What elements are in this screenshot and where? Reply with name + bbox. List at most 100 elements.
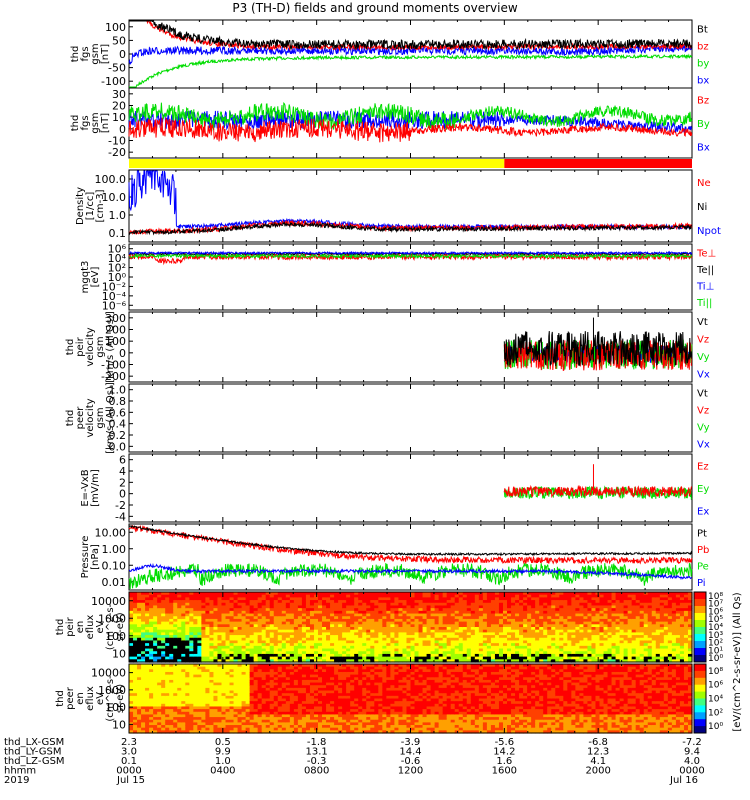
spec-cell bbox=[519, 635, 524, 639]
spec-cell bbox=[402, 592, 408, 596]
spec-cell bbox=[583, 600, 589, 604]
spec-cell bbox=[362, 648, 367, 652]
spec-cell bbox=[354, 632, 359, 636]
spec-cell bbox=[313, 613, 319, 617]
spec-cell bbox=[390, 656, 396, 660]
spec-cell bbox=[494, 643, 500, 647]
spec-cell bbox=[354, 640, 359, 644]
spec-cell bbox=[362, 616, 367, 620]
spec-cell bbox=[141, 695, 146, 700]
spec-cell bbox=[507, 637, 512, 642]
spec-cell bbox=[434, 613, 440, 617]
spec-cell bbox=[141, 711, 146, 716]
spec-cell bbox=[281, 648, 287, 652]
spec-cell bbox=[519, 648, 524, 652]
spec-cell bbox=[474, 651, 480, 655]
spec-cell bbox=[189, 653, 194, 658]
spec-cell bbox=[201, 722, 207, 726]
spec-cell bbox=[575, 616, 580, 620]
spec-cell bbox=[205, 605, 211, 609]
spec-cell bbox=[318, 637, 323, 642]
spec-cell bbox=[623, 645, 629, 650]
spec-cell bbox=[414, 602, 420, 607]
spec-cell bbox=[374, 602, 379, 607]
spec-cell bbox=[567, 645, 572, 650]
spec-cell bbox=[675, 645, 681, 650]
spec-cell bbox=[157, 613, 162, 617]
spec-cell bbox=[611, 597, 617, 601]
series-Bt bbox=[129, 20, 693, 51]
spec-cell bbox=[217, 635, 223, 639]
spec-cell bbox=[273, 645, 279, 650]
spec-cell bbox=[205, 679, 211, 684]
spec-cell bbox=[233, 685, 239, 689]
spec-cell bbox=[442, 659, 448, 663]
spec-cell bbox=[635, 613, 641, 617]
spec-cell bbox=[466, 656, 472, 660]
spec-cell bbox=[434, 610, 440, 615]
spec-cell bbox=[675, 613, 681, 617]
spec-cell bbox=[141, 608, 146, 612]
spec-cell bbox=[683, 627, 689, 631]
spec-cell bbox=[366, 616, 371, 620]
spec-cell bbox=[551, 632, 556, 636]
spec-cell bbox=[137, 640, 142, 644]
spec-cell bbox=[169, 674, 174, 678]
spec-cell bbox=[133, 679, 138, 684]
spec-cell bbox=[221, 610, 227, 615]
spec-cell bbox=[205, 637, 211, 642]
spec-cell bbox=[675, 592, 681, 596]
spec-cell bbox=[285, 610, 291, 615]
spec-cell bbox=[446, 600, 452, 604]
spec-cell bbox=[414, 624, 420, 628]
pressure-ylabel-line: Pressure bbox=[80, 536, 91, 579]
spec-cell bbox=[591, 643, 597, 647]
spec-cell bbox=[338, 637, 343, 642]
spec-cell bbox=[193, 679, 198, 684]
spec-cell bbox=[181, 674, 186, 678]
spec-cell bbox=[169, 685, 174, 689]
spec-cell bbox=[173, 653, 178, 658]
spec-cell bbox=[269, 602, 275, 607]
spec-cell bbox=[205, 592, 211, 596]
spec-cell bbox=[269, 610, 275, 615]
spec-cell bbox=[390, 602, 396, 607]
spec-cell bbox=[498, 656, 504, 660]
spec-cell bbox=[193, 722, 198, 726]
spec-cell bbox=[149, 637, 154, 642]
spec-cell bbox=[177, 648, 182, 652]
spec-cell bbox=[579, 621, 585, 625]
spec-cell bbox=[185, 687, 190, 692]
spec-cell bbox=[229, 629, 235, 633]
spec-cell bbox=[169, 605, 174, 609]
spec-cell bbox=[623, 643, 629, 647]
spec-cell bbox=[679, 597, 685, 601]
spec-cell bbox=[177, 656, 182, 660]
spec-cell bbox=[213, 695, 219, 700]
spec-cell bbox=[579, 659, 585, 663]
pressure-ylabel-line: [nPa] bbox=[90, 544, 101, 570]
spec-cell bbox=[603, 629, 609, 633]
spec-cell bbox=[249, 594, 255, 598]
spec-cell bbox=[217, 725, 223, 729]
spec-cell bbox=[450, 643, 456, 647]
spec-cell bbox=[470, 629, 476, 633]
spec-cell bbox=[555, 621, 560, 625]
spec-cell bbox=[205, 594, 211, 598]
spec-cell bbox=[418, 621, 424, 625]
spec-cell bbox=[659, 597, 665, 601]
spec-cell bbox=[293, 594, 299, 598]
spec-cell bbox=[555, 640, 560, 644]
spec-cell bbox=[173, 618, 178, 623]
spec-cell bbox=[675, 640, 681, 644]
spec-cell bbox=[519, 592, 524, 596]
spec-cell bbox=[197, 722, 202, 726]
spec-cell bbox=[511, 653, 516, 658]
spec-cell bbox=[627, 645, 633, 650]
spec-cell bbox=[149, 698, 154, 702]
spec-cell bbox=[587, 597, 593, 601]
spec-cell bbox=[161, 671, 166, 676]
spec-cell bbox=[474, 621, 480, 625]
spec-cell bbox=[687, 632, 693, 636]
spec-cell bbox=[643, 640, 649, 644]
